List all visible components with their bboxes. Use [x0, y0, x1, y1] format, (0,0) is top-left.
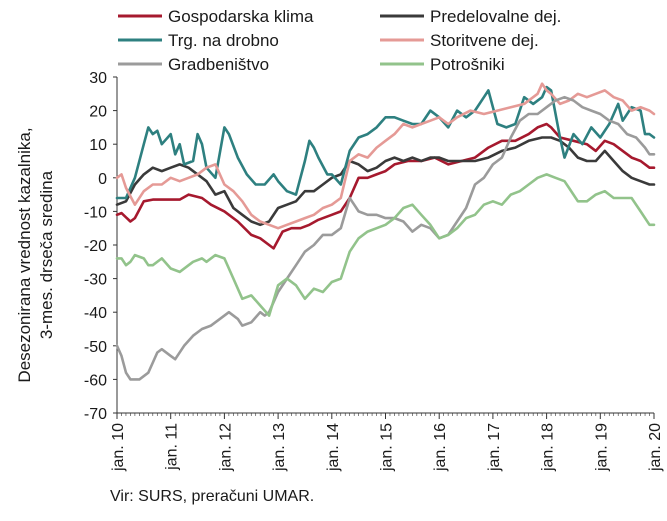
legend-label: Gradbeništvo [168, 55, 269, 74]
y-tick-label: 0 [98, 171, 107, 188]
legend-label: Trg. na drobno [168, 31, 279, 50]
legend-label: Potrošniki [430, 55, 505, 74]
y-tick-label: -40 [84, 305, 107, 322]
source-note: Vir: SURS, preračuni UMAR. [110, 488, 315, 505]
legend-label: Predelovalne dej. [430, 7, 561, 26]
y-tick-label: -60 [84, 372, 107, 389]
x-tick-label: jan. 13 [271, 423, 288, 472]
x-tick-label: jan. 14 [325, 423, 342, 472]
y-tick-label: -10 [84, 204, 107, 221]
x-tick-label: jan. 20 [647, 423, 664, 472]
y-tick-label: -30 [84, 272, 107, 289]
x-tick-label: jan. 19 [593, 423, 610, 472]
y-axis-title-line: Desezonirana vrednost kazalnika, [15, 127, 34, 382]
x-tick-label: jan. 15 [379, 423, 396, 472]
series-lines [115, 82, 656, 381]
legend-label: Storitvene dej. [430, 31, 539, 50]
series-line-potro-niki [115, 173, 656, 317]
series-line-storitvene-dej- [115, 82, 656, 230]
legend-label: Gospodarska klima [168, 7, 314, 26]
x-tick-label: jan. 18 [540, 423, 557, 472]
x-tick-label: jan. 12 [217, 423, 234, 472]
y-tick-label: -70 [84, 406, 107, 423]
y-tick-label: 10 [89, 137, 107, 154]
series-line-gospodarska-klima [115, 122, 656, 250]
x-tick-label: jan. 10 [110, 423, 127, 472]
y-tick-label: 30 [89, 70, 107, 87]
series-line-trg-na-drobno [115, 85, 656, 200]
x-tick-label: jan. 11 [164, 423, 181, 471]
y-tick-label: 20 [89, 104, 107, 121]
legend: Gospodarska klima Predelovalne dej. Trg. n… [118, 7, 561, 74]
series-line-predelovalne-dej- [115, 136, 656, 227]
x-tick-label: jan. 16 [432, 423, 449, 472]
x-tick-label: jan. 17 [486, 423, 503, 472]
y-tick-label: -20 [84, 238, 107, 255]
y-tick-label: -50 [84, 339, 107, 356]
series-line-gradbeni-tvo [115, 95, 656, 381]
y-axis-title-line: 3-mes. drseča sredina [37, 170, 56, 339]
